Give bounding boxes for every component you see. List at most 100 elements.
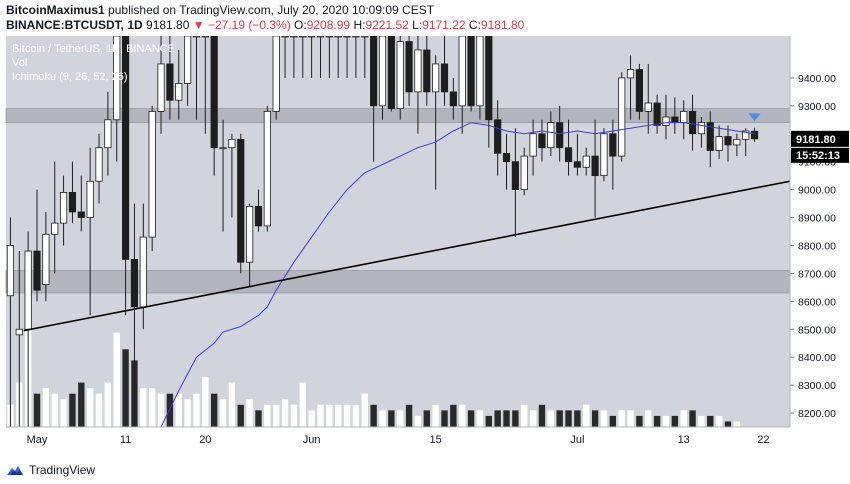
candle[interactable] (733, 138, 741, 146)
candle[interactable] (724, 136, 732, 146)
candle[interactable] (6, 245, 15, 297)
candle[interactable] (414, 49, 422, 93)
candle[interactable] (644, 102, 652, 112)
candle[interactable] (370, 36, 378, 107)
candle[interactable] (697, 122, 706, 135)
candle[interactable] (15, 328, 23, 336)
candle[interactable] (564, 147, 573, 163)
candle[interactable] (609, 133, 617, 157)
candle[interactable] (635, 69, 643, 112)
candle[interactable] (175, 83, 183, 101)
candle[interactable] (352, 36, 360, 38)
candle[interactable] (254, 205, 263, 227)
candle[interactable] (688, 111, 697, 135)
candle[interactable] (378, 36, 387, 107)
candle[interactable] (458, 36, 466, 107)
candle[interactable] (494, 119, 502, 154)
volume-bar (662, 415, 670, 427)
candle[interactable] (361, 36, 369, 38)
candle[interactable] (272, 36, 280, 112)
candle[interactable] (582, 155, 590, 168)
candle[interactable] (520, 155, 528, 191)
candle[interactable] (148, 111, 156, 238)
candle[interactable] (228, 138, 236, 149)
candle[interactable] (502, 152, 511, 163)
candle[interactable] (33, 250, 41, 291)
candle[interactable] (290, 36, 298, 38)
candle[interactable] (139, 236, 147, 308)
symbol-name[interactable]: BINANCE:BTCUSDT, 1D (6, 18, 143, 32)
candle[interactable] (706, 122, 714, 151)
candle[interactable] (122, 36, 130, 260)
horizontal-zone-1[interactable] (5, 270, 791, 294)
candle[interactable] (573, 161, 581, 168)
candle[interactable] (662, 116, 670, 126)
candle[interactable] (511, 161, 519, 191)
volume-bar (653, 415, 661, 427)
candle[interactable] (423, 49, 431, 93)
candle[interactable] (201, 36, 209, 38)
candle[interactable] (192, 36, 201, 38)
candle[interactable] (77, 211, 85, 218)
candle[interactable] (334, 36, 342, 38)
candle[interactable] (68, 191, 77, 213)
candle[interactable] (210, 36, 218, 149)
candle[interactable] (485, 36, 493, 121)
volume-bar (618, 410, 625, 427)
candle[interactable] (246, 205, 254, 263)
candle[interactable] (618, 77, 626, 157)
candle[interactable] (308, 36, 316, 38)
candle[interactable] (219, 147, 227, 150)
candle[interactable] (325, 36, 333, 38)
candle[interactable] (476, 36, 484, 107)
candle[interactable] (299, 36, 307, 38)
candle[interactable] (750, 130, 759, 140)
x-tick-label: 13 (678, 434, 690, 446)
candle[interactable] (671, 116, 679, 123)
candle[interactable] (449, 91, 457, 107)
tradingview-brand[interactable]: TradingView (29, 463, 96, 477)
candle[interactable] (600, 133, 608, 177)
candle[interactable] (653, 102, 661, 126)
candle[interactable] (24, 250, 32, 330)
candle[interactable] (387, 36, 395, 110)
candle[interactable] (529, 133, 537, 157)
candle[interactable] (316, 36, 325, 38)
tradingview-logo-icon[interactable] (6, 463, 24, 477)
candle[interactable] (680, 111, 688, 123)
author-name[interactable]: BitcoinMaximus1 (6, 3, 105, 17)
candle[interactable] (343, 36, 351, 38)
price-chart[interactable]: Bitcoin / TetherUS, 1D, BINANCE Vol Ichimo… (0, 36, 850, 458)
candle[interactable] (405, 41, 413, 93)
candle[interactable] (130, 259, 139, 308)
candle[interactable] (626, 69, 635, 79)
candle[interactable] (59, 191, 68, 224)
candle[interactable] (184, 36, 192, 84)
volume-bar (60, 399, 67, 427)
candle[interactable] (556, 122, 564, 149)
candle[interactable] (42, 233, 50, 285)
candle[interactable] (281, 36, 289, 38)
candle[interactable] (263, 111, 271, 227)
candle[interactable] (538, 133, 546, 149)
candle[interactable] (157, 63, 165, 112)
volume-bar (583, 404, 590, 427)
candle[interactable] (113, 36, 121, 121)
chart-legend-pair: Bitcoin / TetherUS, 1D, BINANCE (12, 43, 175, 55)
candle[interactable] (95, 147, 103, 182)
candle[interactable] (715, 136, 723, 151)
candle[interactable] (86, 180, 94, 218)
candle[interactable] (547, 122, 555, 149)
candle[interactable] (432, 63, 440, 93)
candle[interactable] (591, 155, 599, 177)
candle[interactable] (104, 119, 112, 149)
candle[interactable] (237, 138, 245, 263)
support-trendline[interactable] (23, 180, 791, 332)
candle[interactable] (51, 222, 59, 235)
candle[interactable] (396, 41, 404, 110)
candle[interactable] (742, 130, 750, 140)
candle[interactable] (467, 36, 475, 107)
volume-bar (335, 404, 342, 427)
candle[interactable] (166, 63, 174, 101)
candle[interactable] (440, 63, 449, 93)
